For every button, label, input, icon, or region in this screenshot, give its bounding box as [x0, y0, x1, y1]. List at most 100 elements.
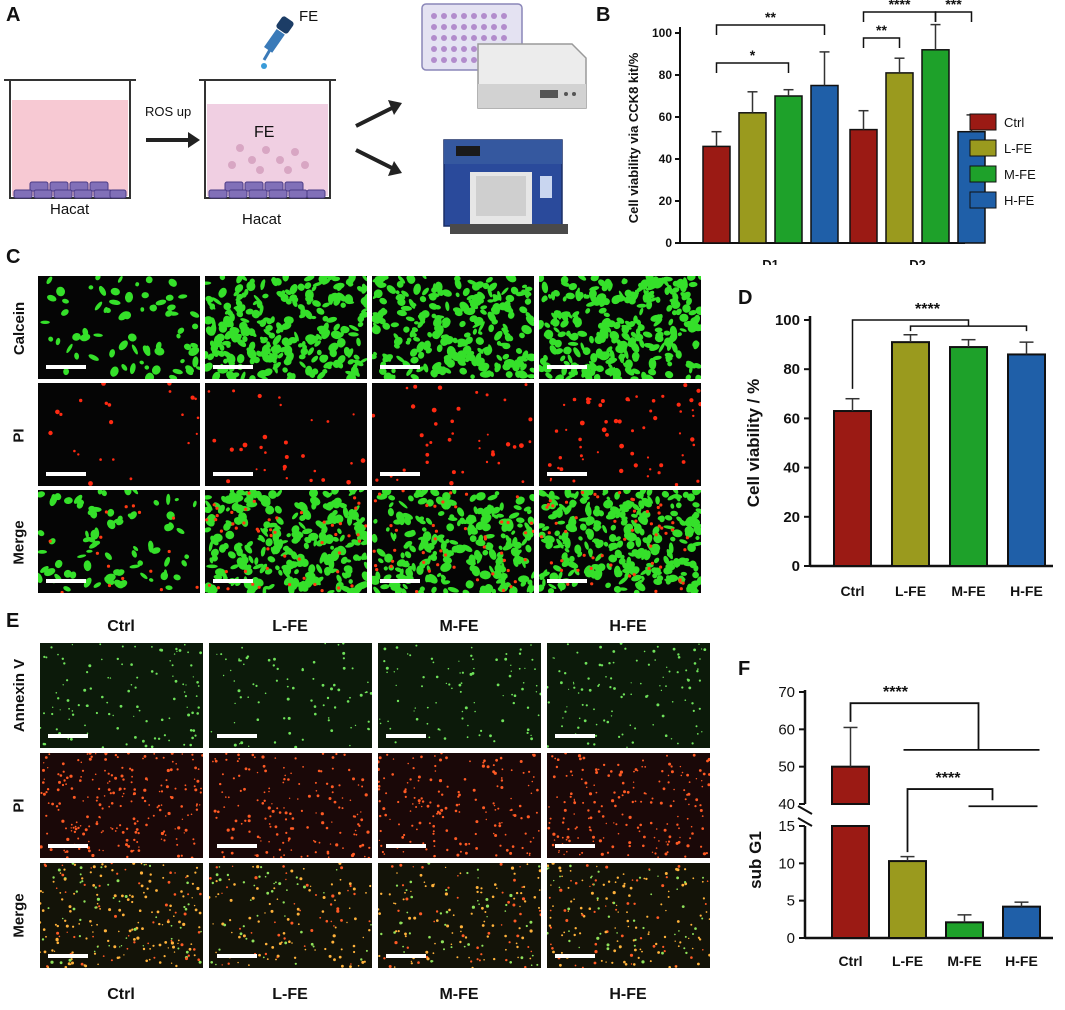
micro-cells — [205, 276, 367, 379]
micro-cells — [372, 276, 534, 379]
axis-break-mark — [797, 805, 813, 815]
panel-c-image — [539, 383, 701, 486]
significance-label: **** — [915, 301, 941, 318]
micro-cells — [547, 753, 710, 858]
scale-bar — [46, 472, 86, 476]
scale-bar — [46, 579, 86, 583]
significance-bracket — [715, 62, 790, 73]
panel-c-row-label: PI — [10, 427, 28, 443]
micro-cells — [379, 644, 541, 744]
panel-label-b: B — [596, 4, 611, 26]
scale-bar — [555, 734, 595, 738]
significance-bracket — [934, 11, 973, 22]
panel-label-a: A — [6, 4, 21, 26]
scale-bar — [46, 365, 86, 369]
chart-b: 0 20 40 60 80 100 Cell viability via CCK8 kit/… — [626, 0, 1036, 265]
micro-cells — [48, 383, 200, 486]
panel-e-image — [547, 643, 710, 748]
panel-e-col-label-bottom: M-FE — [439, 986, 479, 1003]
panel-label-f: F — [738, 658, 751, 680]
panel-e-col-label-bottom: Ctrl — [107, 986, 135, 1003]
bar — [949, 346, 988, 568]
panel-e-image — [547, 863, 710, 968]
y-tick-label: 60 — [783, 410, 800, 427]
panel-label-d: D — [738, 287, 753, 309]
scale-bar — [555, 954, 595, 958]
significance-bracket — [715, 24, 826, 35]
panel-c-image — [205, 490, 367, 593]
micro-cells — [207, 389, 366, 485]
significance-label: **** — [889, 0, 911, 12]
panel-label-e: E — [6, 610, 20, 632]
y-tick-label: 60 — [778, 721, 795, 738]
panel-c-image — [539, 276, 701, 379]
micro-cells — [378, 863, 541, 968]
instrument-arrows — [355, 100, 402, 176]
legend-swatch — [969, 113, 997, 131]
legend-swatch — [969, 139, 997, 157]
y-tick-label: 20 — [659, 194, 673, 208]
y-tick-label: 0 — [787, 930, 795, 947]
y-tick-label: 40 — [783, 460, 800, 477]
panel-c-image — [205, 383, 367, 486]
micro-cells — [539, 276, 701, 379]
scale-bar — [380, 365, 420, 369]
micro-cells — [378, 753, 540, 858]
x-tick-label: Ctrl — [840, 583, 864, 599]
significance-bracket — [862, 11, 937, 22]
y-tick-label: 100 — [775, 312, 800, 329]
scale-bar — [213, 365, 253, 369]
micro-cells — [547, 643, 707, 748]
bar — [1007, 353, 1046, 567]
x-tick-label: D1 — [762, 257, 779, 265]
panel-c-image — [38, 276, 200, 379]
scale-bar — [213, 579, 253, 583]
panel-e-col-label-bottom: H-FE — [609, 986, 647, 1003]
micro-cells — [539, 490, 701, 593]
panel-c-row-label: Calcein — [10, 301, 28, 355]
scale-bar — [547, 472, 587, 476]
x-tick-label: M-FE — [947, 953, 981, 969]
panel-c-image — [38, 490, 200, 593]
y-tick-label: 60 — [659, 110, 673, 124]
scale-bar — [380, 472, 420, 476]
scale-bar — [380, 579, 420, 583]
bar — [849, 128, 878, 244]
bar — [885, 72, 914, 244]
scale-bar — [386, 844, 426, 848]
significance-bracket — [851, 319, 970, 389]
scale-bar — [217, 844, 257, 848]
significance-bracket — [849, 702, 980, 750]
schematic-fe-top: FE — [299, 8, 319, 25]
well-right — [199, 79, 336, 199]
panel-e-image — [378, 863, 541, 968]
panel-e-image — [209, 753, 372, 858]
y-tick-label: 20 — [783, 509, 800, 526]
micro-cells — [210, 643, 372, 748]
significance-label: **** — [883, 684, 909, 701]
bar — [833, 410, 872, 567]
micro-cells — [547, 383, 701, 486]
y-tick-label: 80 — [659, 68, 673, 82]
y-tick-label: 15 — [778, 818, 795, 835]
panel-e-row-label: Merge — [10, 892, 28, 938]
flow-cytometer-icon — [443, 139, 568, 234]
significance-label: *** — [945, 0, 962, 12]
panel-e-image — [378, 643, 541, 748]
scale-bar — [213, 472, 253, 476]
micro-cells — [547, 863, 710, 968]
y-axis-label: sub G1 — [746, 831, 765, 889]
x-tick-label: Ctrl — [838, 953, 862, 969]
dropper-icon — [261, 16, 294, 69]
y-tick-label: 70 — [778, 684, 795, 701]
bar — [921, 49, 950, 244]
panel-c-image — [372, 490, 534, 593]
bar — [702, 145, 731, 244]
significance-label: **** — [936, 770, 962, 787]
micro-cells — [372, 383, 533, 486]
panel-e-col-label-top: M-FE — [439, 618, 479, 635]
bar — [774, 95, 803, 244]
axis-break-mark — [797, 817, 813, 827]
schematic-fe-well: FE — [254, 124, 275, 141]
significance-bracket — [909, 325, 1028, 332]
